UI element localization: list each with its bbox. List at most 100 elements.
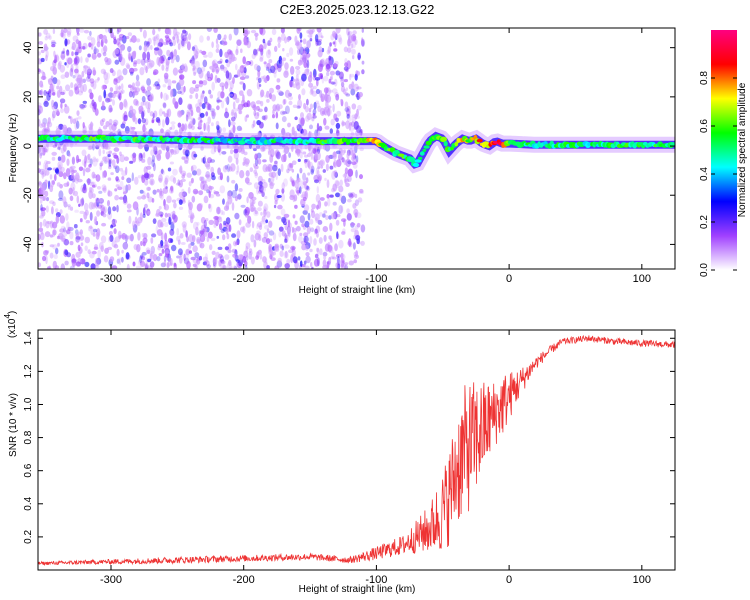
noise-mark [264, 106, 268, 113]
noise-mark [239, 90, 244, 96]
noise-mark [292, 195, 296, 203]
noise-mark [263, 41, 267, 50]
noise-mark [236, 39, 242, 46]
noise-mark [149, 178, 155, 186]
noise-mark [340, 195, 347, 204]
noise-mark [172, 38, 176, 46]
noise-mark [268, 177, 271, 183]
noise-mark [224, 97, 228, 102]
noise-mark [327, 105, 332, 109]
noise-mark [147, 210, 151, 215]
noise-mark [346, 175, 352, 183]
noise-mark [45, 161, 51, 165]
noise-mark [302, 196, 307, 202]
noise-mark [169, 42, 173, 47]
x-tick-label: -200 [233, 273, 255, 285]
noise-mark [201, 93, 205, 98]
noise-mark [260, 211, 263, 216]
snr-multiplier-base: (x10 [7, 318, 18, 338]
noise-mark [46, 197, 49, 202]
noise-mark [213, 219, 218, 225]
noise-mark [192, 170, 197, 176]
noise-mark [224, 246, 229, 251]
noise-mark [284, 89, 291, 98]
noise-mark [88, 201, 94, 210]
noise-mark [189, 103, 193, 112]
noise-mark [210, 166, 215, 174]
noise-mark [117, 186, 123, 191]
noise-mark [352, 35, 357, 42]
noise-mark [110, 172, 114, 176]
noise-mark [96, 257, 102, 265]
noise-mark [271, 28, 277, 36]
noise-mark [38, 108, 41, 116]
noise-mark [259, 53, 264, 60]
noise-mark [54, 54, 57, 64]
noise-mark [74, 56, 80, 66]
noise-mark [123, 100, 129, 109]
noise-mark [166, 195, 172, 204]
noise-mark [281, 188, 285, 194]
noise-mark [52, 66, 57, 76]
snr-series [38, 334, 675, 566]
noise-mark [300, 59, 304, 65]
noise-mark [84, 155, 87, 164]
noise-mark [49, 200, 55, 205]
noise-mark [74, 68, 79, 74]
noise-mark [289, 162, 292, 168]
noise-mark [138, 153, 141, 163]
noise-mark [276, 194, 282, 199]
noise-mark [259, 121, 264, 129]
noise-mark [320, 93, 325, 102]
noise-mark [184, 35, 189, 44]
noise-mark [182, 29, 187, 34]
noise-mark [254, 153, 258, 160]
noise-mark [249, 198, 254, 207]
noise-mark [151, 233, 157, 238]
noise-mark [198, 69, 204, 79]
noise-mark [329, 42, 332, 47]
noise-mark [48, 265, 52, 269]
noise-mark [132, 224, 138, 233]
noise-mark [357, 55, 362, 59]
noise-mark [161, 54, 166, 62]
noise-mark [262, 159, 267, 163]
noise-mark [146, 78, 152, 86]
noise-mark [64, 260, 69, 266]
noise-mark [142, 152, 146, 159]
noise-mark [307, 158, 310, 168]
noise-mark [238, 188, 243, 192]
noise-mark [109, 87, 114, 92]
noise-mark [181, 63, 185, 72]
noise-mark [299, 232, 303, 236]
noise-mark [303, 159, 308, 164]
noise-mark [158, 177, 162, 182]
noise-mark [161, 64, 165, 71]
noise-mark [203, 219, 207, 229]
noise-mark [257, 69, 261, 78]
noise-mark [216, 126, 222, 134]
noise-mark [310, 208, 314, 213]
noise-mark [50, 75, 54, 81]
noise-mark [276, 151, 281, 160]
noise-mark [222, 265, 227, 269]
noise-mark [355, 169, 358, 179]
noise-mark [65, 84, 71, 92]
noise-mark [284, 263, 291, 269]
noise-mark [226, 163, 231, 173]
noise-mark [116, 258, 120, 264]
noise-mark [335, 93, 340, 101]
noise-mark [249, 167, 254, 173]
noise-mark [297, 48, 301, 56]
noise-mark [91, 37, 96, 46]
noise-mark [193, 87, 199, 92]
noise-mark [221, 151, 227, 155]
noise-mark [147, 41, 151, 46]
noise-mark [120, 44, 126, 51]
noise-mark [262, 181, 268, 189]
noise-mark [350, 121, 355, 127]
noise-mark [244, 206, 250, 216]
noise-mark [104, 56, 109, 63]
noise-mark [218, 259, 222, 267]
noise-mark [352, 242, 356, 250]
